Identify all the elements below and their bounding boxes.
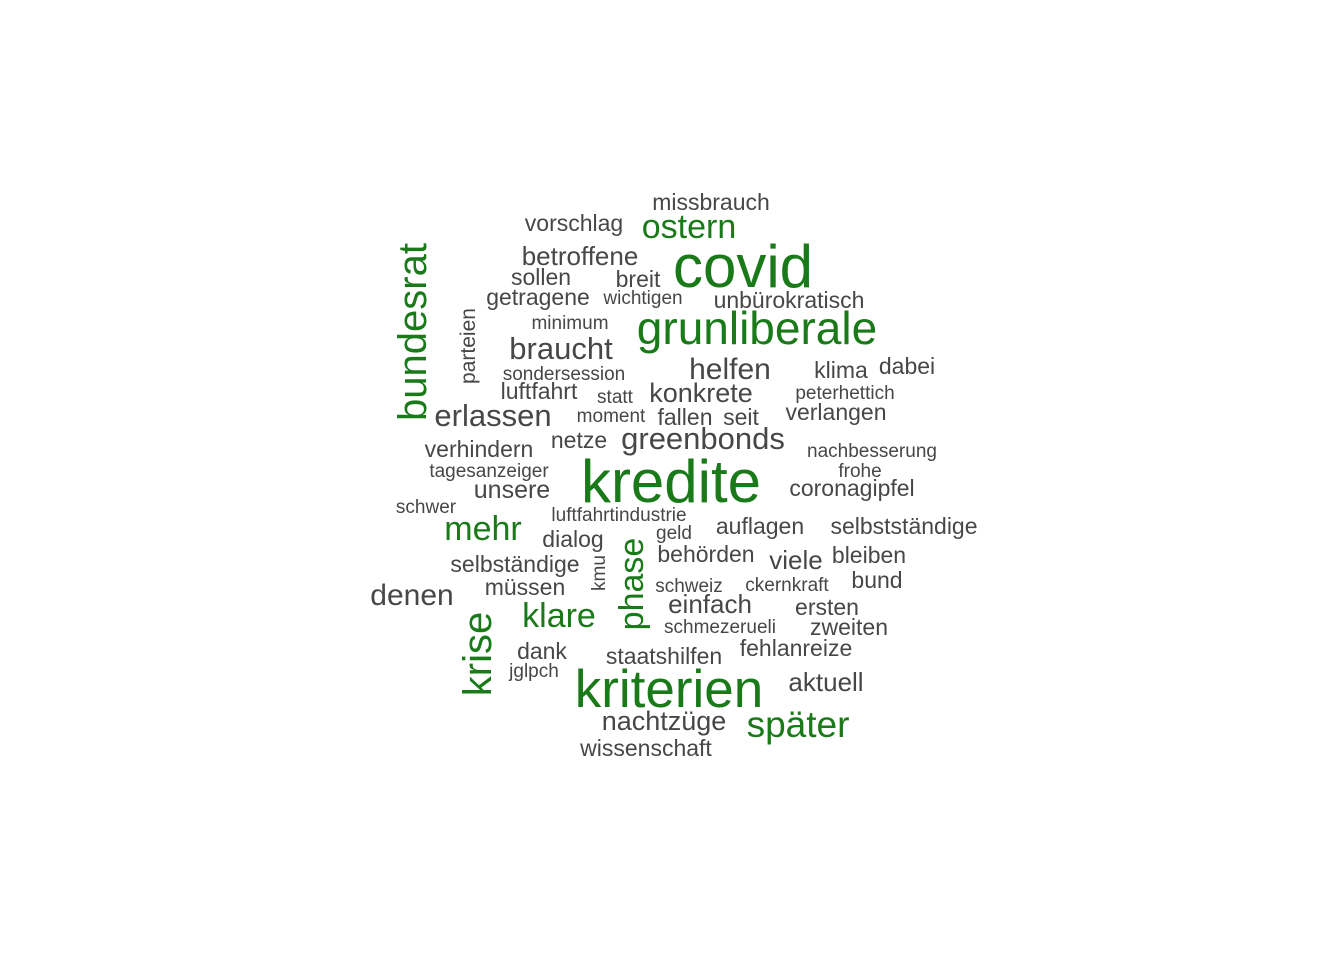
- word-wichtigen: wichtigen: [602, 288, 682, 309]
- word-peterhettich: peterhettich: [795, 383, 894, 404]
- word-moment: moment: [577, 406, 646, 427]
- word-zweiten: zweiten: [810, 614, 888, 640]
- word-müssen: müssen: [485, 574, 566, 600]
- word-betroffene: betroffene: [522, 241, 639, 271]
- word-selbständige: selbständige: [450, 551, 579, 577]
- word-aktuell: aktuell: [788, 667, 863, 697]
- word-netze: netze: [551, 427, 607, 453]
- word-vorschlag: vorschlag: [525, 210, 623, 236]
- word-mehr: mehr: [444, 510, 521, 548]
- word-selbstständige: selbstständige: [830, 513, 977, 539]
- word-denen: denen: [370, 579, 453, 612]
- word-behörden: behörden: [657, 541, 754, 567]
- word-minimum: minimum: [531, 313, 608, 334]
- word-bund: bund: [851, 567, 902, 593]
- word-greenbonds: greenbonds: [621, 421, 785, 456]
- word-schweiz: schweiz: [655, 576, 723, 597]
- word-fehlanreize: fehlanreize: [740, 635, 853, 661]
- word-kredite: kredite: [581, 448, 761, 515]
- word-konkrete: konkrete: [649, 378, 753, 408]
- word-später: später: [747, 704, 850, 745]
- word-wissenschaft: wissenschaft: [579, 735, 712, 761]
- word-seit: seit: [723, 404, 759, 430]
- word-dank: dank: [517, 638, 567, 664]
- word-parteien: parteien: [457, 308, 480, 384]
- word-nachtzüge: nachtzüge: [602, 706, 727, 736]
- word-grunliberale: grunliberale: [637, 302, 877, 354]
- word-dialog: dialog: [542, 526, 603, 552]
- word-kmu: kmu: [589, 555, 610, 591]
- word-nachbesserung: nachbesserung: [807, 441, 937, 462]
- word-auflagen: auflagen: [716, 513, 804, 539]
- word-erlassen: erlassen: [434, 398, 551, 433]
- word-frohe: frohe: [838, 461, 881, 482]
- word-coronagipfel: coronagipfel: [789, 475, 914, 501]
- word-verlangen: verlangen: [785, 399, 886, 425]
- word-kriterien: kriterien: [575, 660, 764, 719]
- word-tagesanzeiger: tagesanzeiger: [429, 461, 549, 482]
- word-jglpch: jglpch: [508, 661, 559, 682]
- word-breit: breit: [616, 266, 661, 292]
- word-klima: klima: [814, 357, 868, 383]
- word-schmezerueli: schmezerueli: [664, 617, 776, 638]
- word-sondersession: sondersession: [503, 364, 626, 385]
- word-ostern: ostern: [642, 208, 737, 246]
- word-unsere: unsere: [474, 476, 550, 504]
- word-krise: krise: [456, 612, 500, 696]
- word-ersten: ersten: [795, 594, 859, 620]
- word-luftfahrt: luftfahrt: [501, 378, 578, 404]
- word-getragene: getragene: [486, 284, 590, 310]
- word-staatshilfen: staatshilfen: [606, 643, 722, 669]
- word-sollen: sollen: [511, 264, 571, 290]
- word-klare: klare: [522, 597, 596, 635]
- word-braucht: braucht: [509, 331, 613, 366]
- word-covid: covid: [673, 233, 813, 300]
- word-schwer: schwer: [396, 497, 457, 518]
- word-statt: statt: [597, 387, 634, 408]
- word-einfach: einfach: [668, 589, 752, 619]
- word-viele: viele: [769, 545, 822, 575]
- word-helfen: helfen: [689, 353, 771, 386]
- word-geld: geld: [656, 523, 692, 544]
- word-unbürokratisch: unbürokratisch: [714, 287, 865, 313]
- word-fallen: fallen: [658, 404, 713, 430]
- word-dabei: dabei: [879, 353, 935, 379]
- word-missbrauch: missbrauch: [652, 189, 770, 215]
- word-luftfahrtindustrie: luftfahrtindustrie: [551, 505, 686, 526]
- word-phase: phase: [613, 538, 651, 631]
- word-bundesrat: bundesrat: [391, 243, 435, 421]
- word-ckernkraft: ckernkraft: [745, 575, 829, 596]
- word-bleiben: bleiben: [832, 542, 906, 568]
- word-verhindern: verhindern: [425, 436, 534, 462]
